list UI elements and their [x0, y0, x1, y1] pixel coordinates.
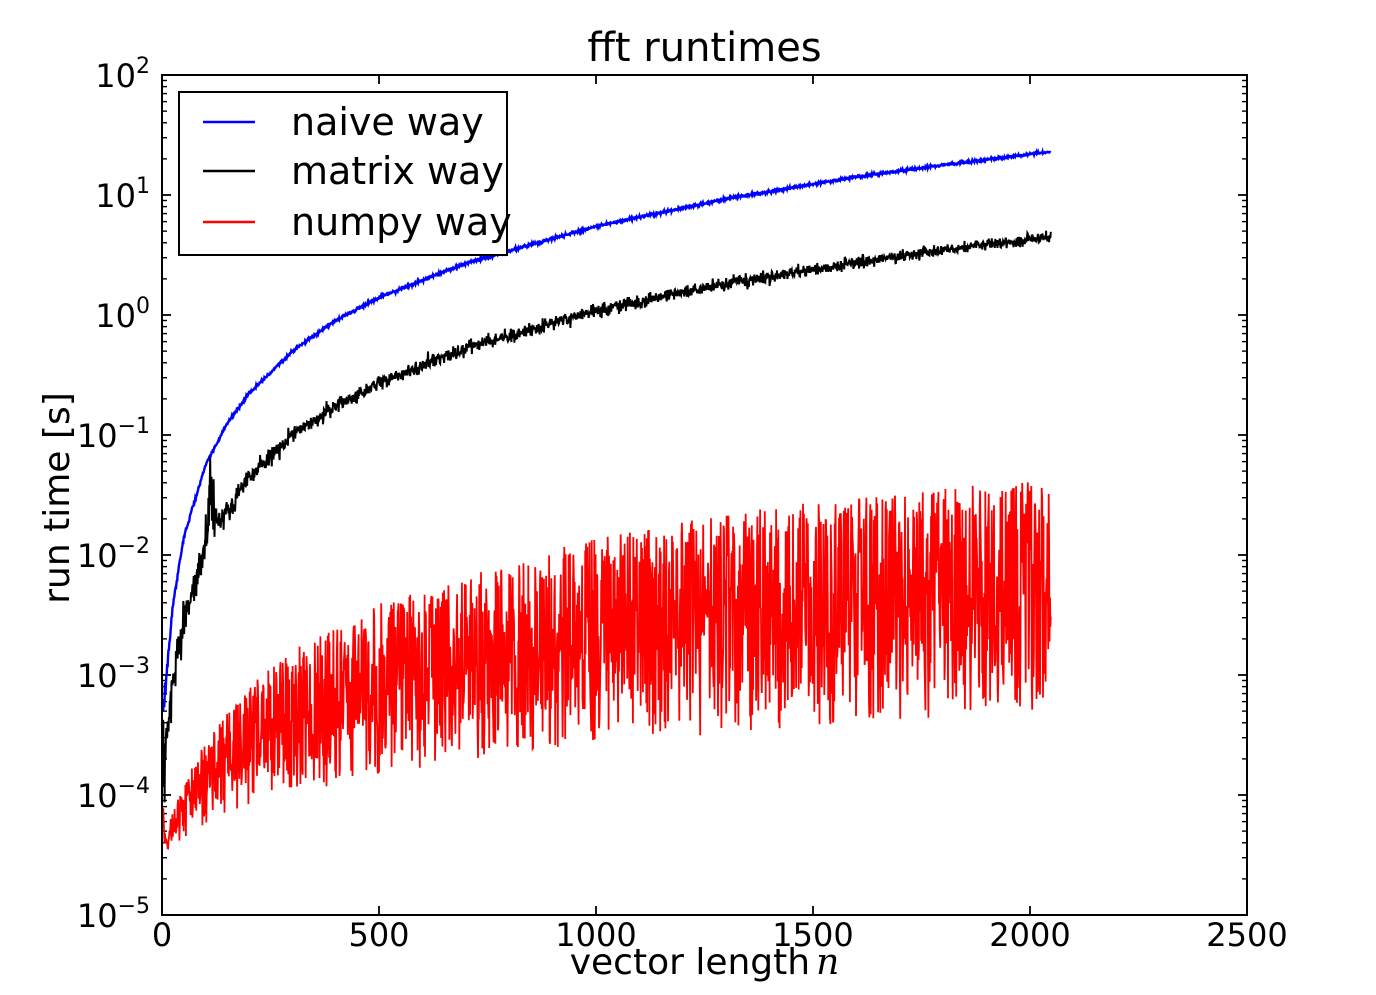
y-axis-label: run time [s]: [37, 392, 78, 604]
x-axis-label-variable: n: [816, 942, 840, 983]
x-tick-label: 2500: [1206, 916, 1287, 954]
y-tick-label: 10−3: [77, 654, 150, 695]
curve-numpy-way: [162, 482, 1052, 850]
y-tick-label: 10−2: [77, 534, 150, 575]
y-tick-label: 101: [95, 174, 150, 215]
plot-title: fft runtimes: [587, 25, 822, 71]
legend-label-naive-way: naive way: [291, 100, 484, 144]
x-axis-label-text: vector length: [569, 942, 811, 983]
x-tick-label: 2000: [989, 916, 1070, 954]
y-tick-label: 10−4: [77, 774, 150, 815]
y-tick-label: 102: [95, 54, 150, 95]
y-tick-label: 10−5: [77, 894, 150, 935]
x-tick-label: 1000: [555, 916, 636, 954]
legend-label-matrix-way: matrix way: [291, 149, 504, 193]
x-tick-label: 1500: [772, 916, 853, 954]
x-tick-label: 0: [152, 916, 172, 954]
plot-border: [161, 74, 1248, 916]
legend-label-numpy-way: numpy way: [291, 200, 512, 244]
y-tick-label: 10−1: [77, 414, 150, 455]
curve-matrix-way: [162, 229, 1052, 803]
x-tick-label: 500: [348, 916, 409, 954]
x-axis-label: vector length n: [162, 943, 1247, 983]
legend-box: [178, 91, 508, 256]
curve-naive-way: [162, 147, 1052, 712]
y-tick-label: 100: [95, 294, 150, 335]
